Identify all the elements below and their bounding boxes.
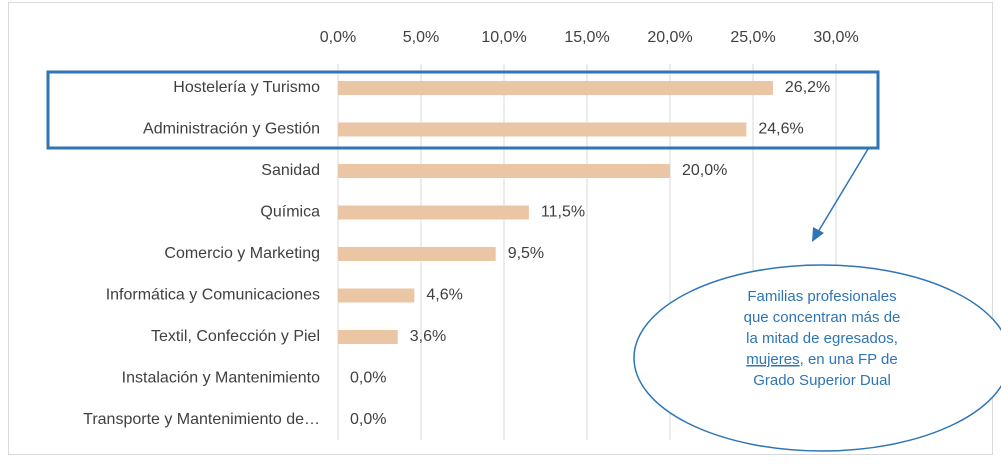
bar — [338, 247, 496, 261]
bar — [338, 330, 398, 344]
value-label: 20,0% — [682, 162, 727, 179]
y-tick-label: Administración y Gestión — [143, 121, 320, 138]
bars: Hostelería y Turismo 26,2% Administración … — [83, 79, 830, 428]
value-label: 24,6% — [758, 121, 803, 138]
value-label: 3,6% — [410, 328, 446, 345]
x-tick-label: 10,0% — [481, 29, 526, 46]
value-label: 26,2% — [785, 79, 830, 96]
y-tick-label: Comercio y Marketing — [164, 245, 320, 262]
bar — [338, 122, 747, 137]
callout-ellipse — [633, 264, 1001, 452]
value-label: 0,0% — [350, 411, 386, 428]
value-label: 11,5% — [541, 204, 585, 221]
value-label: 4,6% — [426, 287, 462, 304]
y-tick-label: Hostelería y Turismo — [173, 79, 320, 96]
x-tick-label: 15,0% — [564, 29, 609, 46]
annotation-underlined: mujeres — [746, 351, 799, 368]
y-tick-label: Química — [260, 204, 320, 221]
callout-line — [817, 148, 869, 233]
y-tick-label: Informática y Comunicaciones — [106, 287, 320, 304]
x-tick-label: 30,0% — [813, 29, 858, 46]
x-tick-label: 25,0% — [730, 29, 775, 46]
annotation-line: Grado Superior Dual — [753, 372, 891, 389]
annotation-line: Familias profesionales — [747, 288, 896, 305]
value-label: 9,5% — [508, 245, 544, 262]
x-tick-label: 0,0% — [320, 29, 356, 46]
x-tick-label: 5,0% — [403, 29, 439, 46]
bar — [338, 288, 415, 303]
y-tick-label: Sanidad — [261, 162, 320, 179]
y-tick-label: Textil, Confección y Piel — [151, 328, 320, 345]
annotation-line: mujeres, en una FP de — [746, 351, 898, 368]
bar — [338, 205, 529, 220]
annotation-line: que concentran más de — [744, 309, 901, 326]
annotation-part: , en una FP de — [800, 351, 898, 368]
y-tick-label: Instalación y Mantenimiento — [122, 370, 320, 387]
bar — [338, 81, 773, 95]
callout-arrowhead — [812, 227, 824, 242]
x-tick-label: 20,0% — [647, 29, 692, 46]
y-tick-label: Transporte y Mantenimiento de… — [83, 411, 320, 428]
bar — [338, 164, 670, 178]
value-label: 0,0% — [350, 370, 386, 387]
highlight-box — [46, 70, 880, 150]
annotation-line: la mitad de egresados, — [746, 330, 898, 347]
